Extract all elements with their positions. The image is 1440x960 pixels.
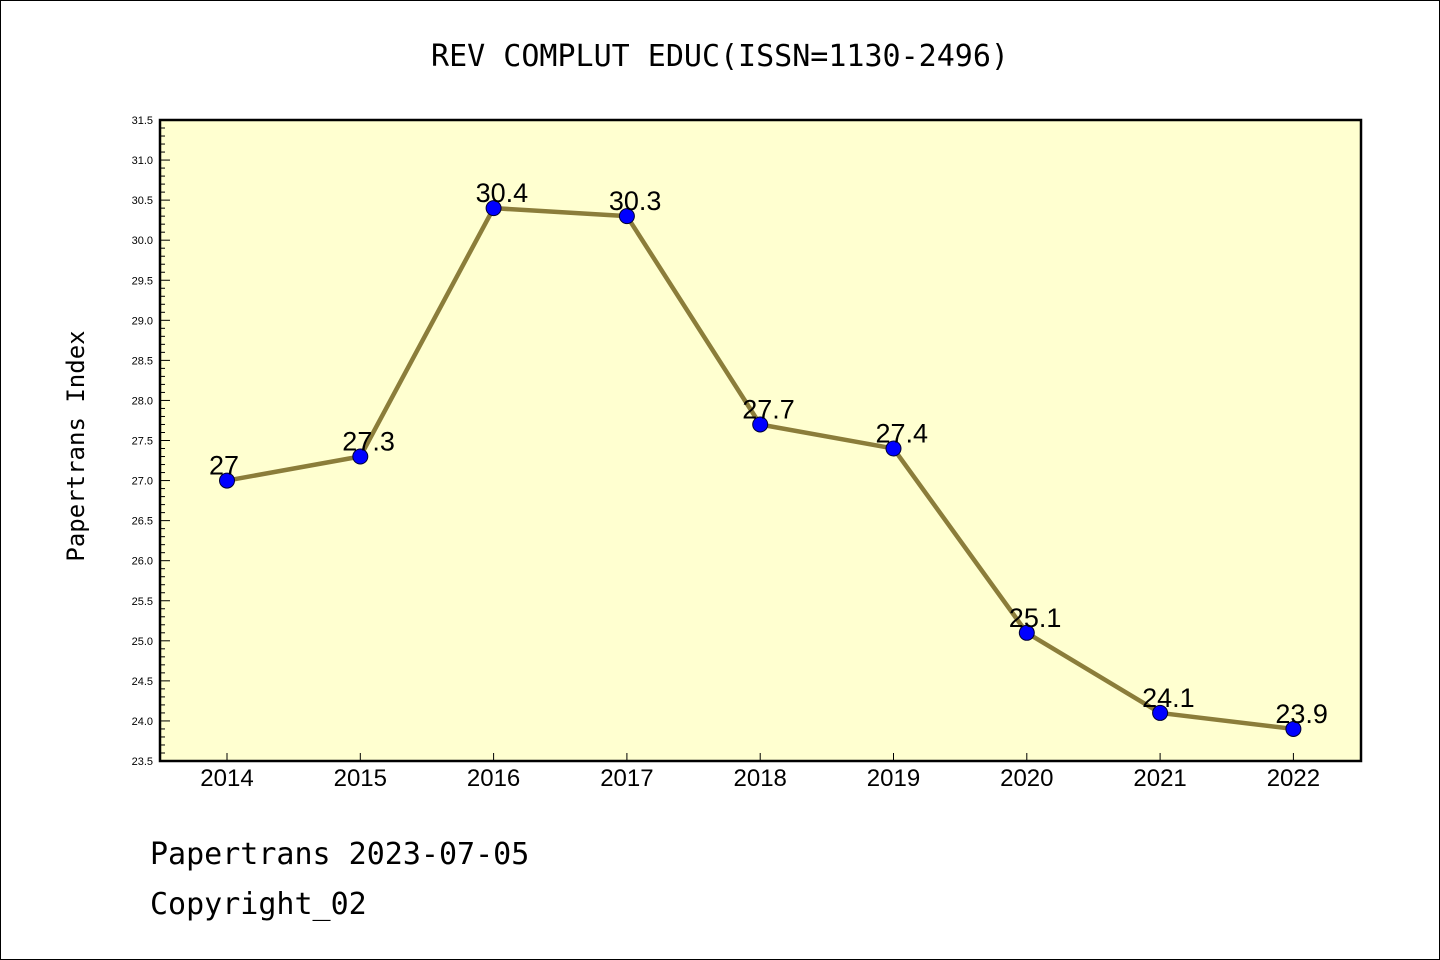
x-tick-label: 2022 <box>1267 765 1320 792</box>
data-label: 27.4 <box>876 419 929 449</box>
y-tick-label: 24.0 <box>132 716 153 728</box>
y-tick-label: 25.5 <box>132 596 153 608</box>
x-axis-ticks: 2014 2015 2016 2017 2018 2019 2020 2021 2022 <box>200 753 1320 792</box>
data-point <box>618 208 635 225</box>
data-label: 27 <box>209 451 239 481</box>
x-tick-label: 2021 <box>1133 765 1186 792</box>
data-point <box>219 472 235 489</box>
data-label: 23.9 <box>1275 699 1328 729</box>
y-tick-label: 28.0 <box>132 395 153 407</box>
y-tick-label: 29.5 <box>132 275 153 287</box>
data-label: 25.1 <box>1009 603 1062 633</box>
y-tick-label: 31.0 <box>132 155 153 167</box>
y-axis-label: Papertrans Index <box>62 330 90 561</box>
y-axis-ticks: 23.5 24.0 24.5 25.0 25.5 26.0 26.5 27.0 27.5 28.0… <box>132 115 170 768</box>
data-label: 27.3 <box>342 427 395 457</box>
y-tick-label: 28.5 <box>132 355 153 367</box>
plot-border <box>158 118 1363 763</box>
y-tick-label: 30.0 <box>132 235 153 247</box>
y-tick-label: 26.0 <box>132 556 153 568</box>
x-tick-label: 2018 <box>734 765 787 792</box>
x-tick-label: 2015 <box>334 765 387 792</box>
y-tick-label: 23.5 <box>132 756 153 768</box>
y-tick-label: 27.5 <box>132 436 153 448</box>
y-tick-label: 27.0 <box>132 476 153 488</box>
data-label: 24.1 <box>1142 683 1195 713</box>
plot-area <box>160 120 1361 761</box>
data-label: 27.7 <box>742 394 795 424</box>
data-point <box>752 416 769 433</box>
series-line-group <box>219 200 1302 737</box>
data-point <box>1018 624 1035 641</box>
x-tick-label: 2014 <box>200 765 253 792</box>
y-tick-label: 29.0 <box>132 315 153 327</box>
data-point <box>352 448 369 465</box>
y-tick-label: 25.0 <box>132 636 153 648</box>
x-tick-label: 2020 <box>1000 765 1053 792</box>
data-point <box>1152 704 1169 721</box>
data-label: 30.3 <box>609 186 662 216</box>
chart-title: REV COMPLUT EDUC(ISSN=1130-2496) <box>431 39 1009 74</box>
data-point <box>1285 720 1302 737</box>
footer-copyright: Copyright_02 <box>150 887 367 922</box>
footer-date: Papertrans 2023-07-05 <box>150 837 529 872</box>
y-tick-label: 30.5 <box>132 195 153 207</box>
data-point <box>485 200 502 217</box>
y-tick-label: 24.5 <box>132 676 153 688</box>
y-tick-label: 26.5 <box>132 516 153 528</box>
x-tick-label: 2016 <box>467 765 520 792</box>
data-point <box>885 440 902 457</box>
y-tick-label: 31.5 <box>132 115 153 127</box>
x-tick-label: 2017 <box>600 765 653 792</box>
data-labels-group: 27 27.3 30.4 30.3 27.7 27.4 25.1 24.1 23.9 <box>209 178 1328 729</box>
data-label: 30.4 <box>476 178 529 208</box>
x-tick-label: 2019 <box>867 765 920 792</box>
